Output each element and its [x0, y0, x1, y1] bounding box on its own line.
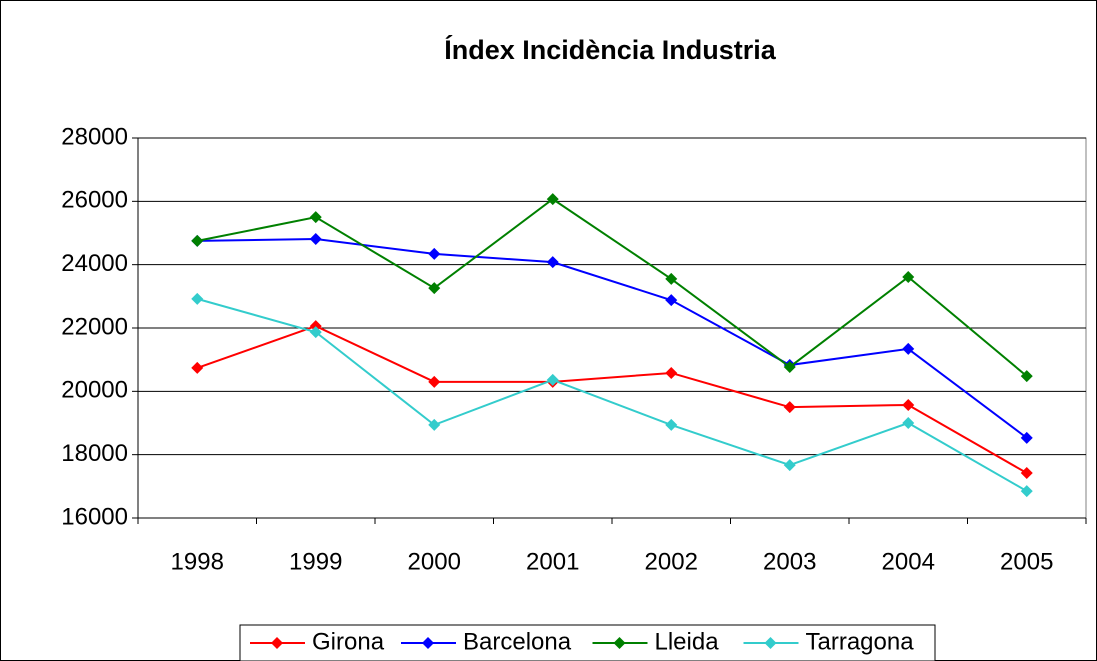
y-tick-label: 16000 — [61, 503, 128, 530]
data-point — [665, 418, 678, 431]
y-tick-label: 22000 — [61, 313, 128, 340]
data-point — [902, 342, 915, 355]
y-tick-label: 18000 — [61, 440, 128, 467]
data-point — [191, 234, 204, 247]
legend-marker — [271, 637, 283, 649]
data-point — [546, 256, 559, 269]
data-point — [1020, 431, 1033, 444]
series-line — [197, 197, 1028, 377]
legend-marker — [764, 637, 777, 649]
data-point — [783, 401, 796, 414]
data-point — [191, 361, 204, 374]
data-point — [783, 459, 796, 472]
data-point — [1020, 467, 1033, 480]
data-point — [309, 326, 322, 339]
series-line — [196, 325, 1028, 474]
data-point — [783, 360, 796, 373]
data-point — [1020, 370, 1033, 383]
legend-label: Barcelona — [463, 628, 572, 655]
x-tick-label: 2004 — [882, 548, 935, 575]
x-tick-label: 2005 — [1000, 548, 1053, 575]
series-line — [197, 238, 1028, 439]
data-point — [665, 294, 678, 307]
legend-marker — [422, 637, 434, 649]
data-point — [902, 417, 915, 429]
x-tick-label: 1998 — [171, 548, 224, 575]
data-point — [191, 292, 204, 305]
data-point — [665, 366, 678, 379]
data-point — [546, 193, 559, 206]
x-tick-label: 1999 — [289, 548, 342, 575]
x-tick-label: 2003 — [763, 548, 816, 575]
data-point — [665, 272, 678, 285]
data-point — [309, 211, 322, 224]
data-point — [309, 320, 322, 333]
x-tick-label: 2002 — [645, 548, 698, 575]
data-point — [1020, 485, 1033, 498]
data-point — [309, 233, 322, 246]
y-tick-label: 26000 — [61, 187, 128, 214]
data-point — [428, 418, 441, 431]
y-tick-label: 28000 — [61, 123, 128, 150]
legend-marker — [613, 637, 626, 649]
data-point — [428, 282, 441, 295]
data-point — [546, 373, 559, 386]
data-point — [428, 375, 441, 388]
data-point — [428, 247, 441, 260]
data-point — [902, 398, 915, 411]
legend-label: Tarragona — [806, 628, 915, 655]
legend-label: Lleida — [655, 628, 720, 655]
legend-box — [239, 624, 936, 661]
data-point — [902, 271, 915, 284]
y-tick-label: 20000 — [61, 377, 128, 404]
chart-title: Índex Incidència Industria — [444, 34, 777, 65]
x-tick-label: 2000 — [408, 548, 461, 575]
y-tick-label: 24000 — [61, 250, 128, 277]
x-tick-label: 2001 — [526, 548, 579, 575]
legend-label: Girona — [312, 628, 385, 655]
series-line — [196, 297, 1028, 492]
